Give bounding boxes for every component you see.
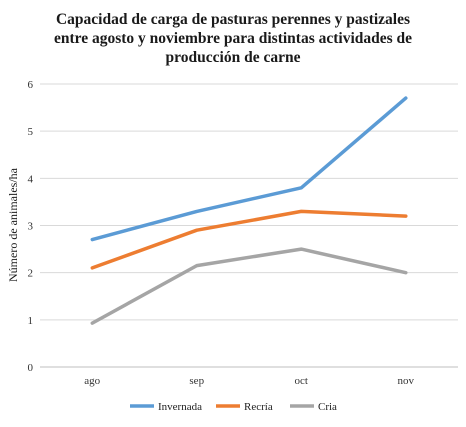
y-tick-label: 3	[28, 221, 34, 233]
x-tick-label: sep	[189, 375, 204, 387]
y-axis-title: Número de animales/ha	[6, 167, 20, 282]
chart-title-line-3: producción de carne	[165, 49, 301, 66]
x-axis-ticks: ago sep oct nov	[84, 375, 414, 387]
series-line-cria	[90, 247, 408, 325]
y-axis-ticks: 0 1 2 3 4 5 6	[28, 79, 34, 374]
legend-label-cria: Cria	[318, 401, 337, 413]
legend-label-invernada: Invernada	[158, 401, 202, 413]
y-tick-label: 0	[28, 362, 34, 374]
legend-label-recría: Recría	[244, 401, 273, 413]
y-tick-label: 6	[28, 79, 34, 91]
y-tick-label: 2	[28, 268, 34, 280]
series-line-recría	[90, 209, 408, 270]
chart-title: Capacidad de carga de pasturas perennes …	[0, 10, 466, 67]
y-tick-label: 4	[28, 173, 34, 185]
legend: Invernada Recría Cria	[130, 401, 337, 413]
gridlines	[40, 83, 458, 368]
y-tick-label: 5	[28, 126, 34, 138]
x-tick-label: oct	[295, 375, 308, 387]
chart-title-line-2: entre agosto y noviembre para distintas …	[53, 30, 413, 47]
series-lines	[90, 96, 408, 325]
chart-title-line-1: Capacidad de carga de pasturas perennes …	[55, 11, 411, 28]
x-tick-label: ago	[84, 375, 100, 387]
series-line-invernada	[90, 96, 408, 242]
x-tick-label: nov	[398, 375, 415, 387]
y-tick-label: 1	[28, 315, 34, 327]
